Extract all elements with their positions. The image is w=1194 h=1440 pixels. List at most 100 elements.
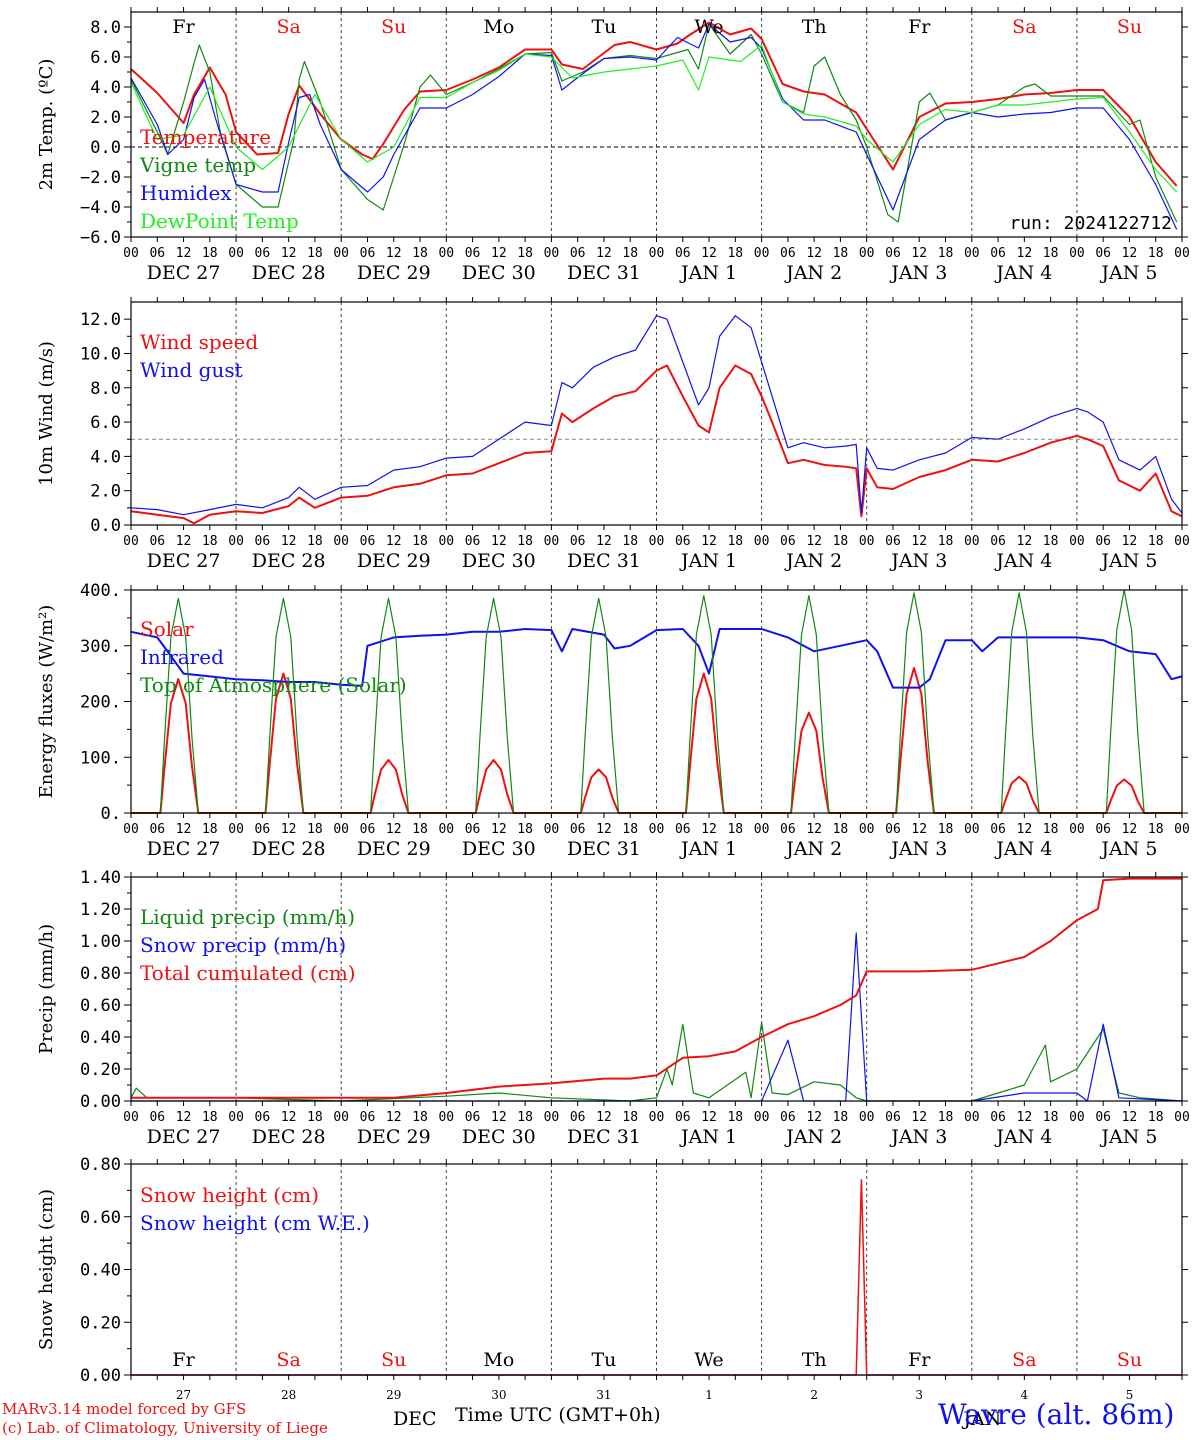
series-line-energy-1 <box>130 628 1183 689</box>
date-label: DEC 29 <box>357 1126 431 1148</box>
date-label: DEC 27 <box>147 550 221 572</box>
hour-label: 18 <box>938 534 954 549</box>
hour-label: 06 <box>465 1110 481 1125</box>
date-label: JAN 5 <box>1099 550 1157 572</box>
hour-label: 12 <box>701 534 717 549</box>
y-axis-title: Snow height (cm) <box>36 1189 57 1350</box>
hour-label: 00 <box>649 822 665 837</box>
y-tick-label: 0.60 <box>80 1208 121 1228</box>
weekday-label: Sa <box>276 1349 300 1371</box>
date-label: JAN 5 <box>1099 1126 1157 1148</box>
hour-label: 18 <box>1043 534 1059 549</box>
hour-label: 06 <box>675 1110 691 1125</box>
legend-entry: Vigne temp <box>139 153 256 177</box>
hour-label: 00 <box>964 246 980 261</box>
hour-label: 00 <box>1069 822 1085 837</box>
hour-label: 00 <box>123 1110 139 1125</box>
hour-label: 12 <box>1122 822 1138 837</box>
hour-label: 06 <box>360 822 376 837</box>
hour-label: 06 <box>1095 246 1111 261</box>
date-label: JAN 2 <box>784 550 842 572</box>
day-number: 29 <box>386 1388 401 1402</box>
hour-label: 12 <box>911 534 927 549</box>
hour-label: 12 <box>806 534 822 549</box>
hour-label: 12 <box>1122 534 1138 549</box>
legend-entry: Wind speed <box>140 330 258 354</box>
hour-label: 12 <box>491 534 507 549</box>
hour-label: 18 <box>202 534 218 549</box>
y-tick-label: 6.0 <box>90 48 121 68</box>
hour-label: 18 <box>307 1110 323 1125</box>
hour-label: 18 <box>622 822 638 837</box>
hour-label: 18 <box>938 822 954 837</box>
hour-label: 00 <box>544 1110 560 1125</box>
hour-label: 18 <box>1043 822 1059 837</box>
hour-label: 00 <box>228 1110 244 1125</box>
weekday-label: Fr <box>172 1349 195 1371</box>
hour-label: 00 <box>754 822 770 837</box>
date-label: DEC 27 <box>147 262 221 284</box>
series-line-wind-0 <box>130 364 1183 525</box>
legend-entry: Humidex <box>140 181 232 205</box>
y-tick-label: 100. <box>80 748 121 768</box>
series-line-temperature-3 <box>130 44 1178 193</box>
date-label: JAN 1 <box>679 838 737 860</box>
hour-label: 18 <box>727 246 743 261</box>
hour-label: 12 <box>701 1110 717 1125</box>
date-label: JAN 3 <box>889 262 947 284</box>
legend-entry: Total cumulated (cm) <box>140 961 356 985</box>
day-number: 5 <box>1126 1388 1134 1402</box>
date-label: JAN 1 <box>679 262 737 284</box>
hour-label: 12 <box>176 1110 192 1125</box>
hour-label: 00 <box>859 246 875 261</box>
hour-label: 18 <box>1148 534 1164 549</box>
series-line-temperature-0 <box>130 21 1178 187</box>
weekday-label: Su <box>1117 1349 1142 1371</box>
hour-label: 00 <box>1174 534 1190 549</box>
panel-temperature: −6.0 −4.0 −2.0 0.0 2.0 4.0 6.0 8.0 2m Temp. (ºC)… <box>36 7 1190 284</box>
y-tick-label: 12.0 <box>80 310 121 330</box>
hour-label: 00 <box>228 246 244 261</box>
date-label: DEC 31 <box>567 1126 641 1148</box>
hour-label: 12 <box>386 822 402 837</box>
hour-label: 12 <box>281 1110 297 1125</box>
y-axis-title: Precip (mm/h) <box>36 924 57 1054</box>
hour-label: 06 <box>1095 1110 1111 1125</box>
hour-label: 06 <box>149 1110 165 1125</box>
y-tick-label: 0.80 <box>80 1155 121 1175</box>
hour-label: 12 <box>701 246 717 261</box>
series-line-temperature-2 <box>130 23 1178 230</box>
hour-label: 12 <box>1017 246 1033 261</box>
hour-label: 18 <box>202 822 218 837</box>
hour-label: 06 <box>570 246 586 261</box>
month-label: DEC <box>393 1408 437 1430</box>
hour-label: 12 <box>596 246 612 261</box>
hour-label: 12 <box>176 534 192 549</box>
hour-label: 06 <box>149 246 165 261</box>
hour-label: 06 <box>780 1110 796 1125</box>
series-line-wind-1 <box>130 315 1183 516</box>
hour-label: 18 <box>1148 246 1164 261</box>
date-label: DEC 28 <box>252 262 326 284</box>
date-label: JAN 3 <box>889 550 947 572</box>
day-number: 28 <box>281 1388 296 1402</box>
legend-entry: Temperature <box>140 125 271 149</box>
y-tick-label: 2.0 <box>90 482 121 502</box>
hour-label: 06 <box>570 1110 586 1125</box>
hour-label: 00 <box>438 822 454 837</box>
hour-label: 12 <box>596 1110 612 1125</box>
hour-label: 00 <box>544 246 560 261</box>
hour-label: 06 <box>675 822 691 837</box>
legend-entry: DewPoint Temp <box>140 209 299 233</box>
day-number: 27 <box>176 1388 191 1402</box>
y-tick-label: 0.40 <box>80 1028 121 1048</box>
hour-label: 06 <box>885 1110 901 1125</box>
footer-copyright: (c) Lab. of Climatology, University of L… <box>2 1419 328 1437</box>
hour-label: 00 <box>544 534 560 549</box>
date-label: DEC 29 <box>357 550 431 572</box>
date-label: DEC 29 <box>357 262 431 284</box>
hour-label: 18 <box>1043 1110 1059 1125</box>
hour-label: 00 <box>333 534 349 549</box>
weekday-label: Th <box>802 16 827 38</box>
